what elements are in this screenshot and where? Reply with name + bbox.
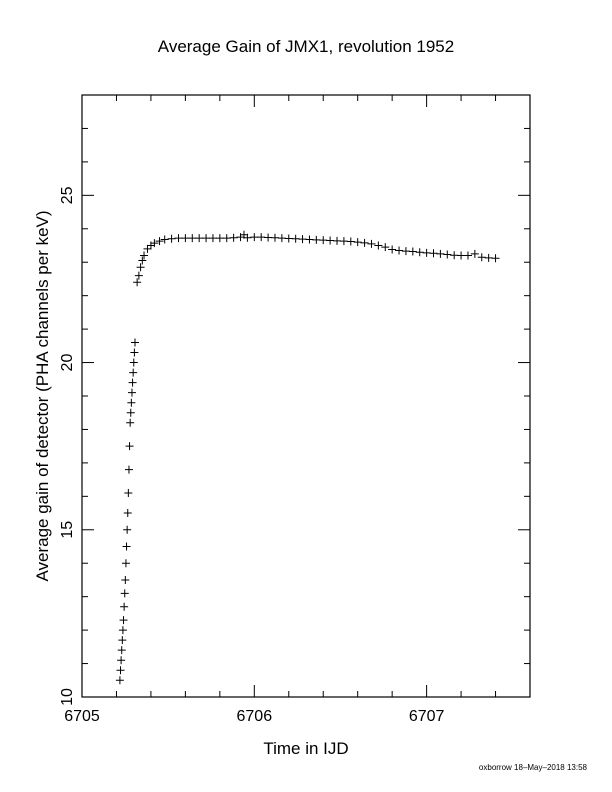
data-point bbox=[127, 398, 136, 407]
data-point bbox=[305, 235, 314, 244]
data-point bbox=[174, 234, 183, 243]
data-point bbox=[117, 646, 126, 655]
data-point bbox=[117, 656, 126, 665]
data-point bbox=[143, 244, 152, 253]
data-point bbox=[477, 253, 486, 262]
data-point bbox=[367, 239, 376, 248]
x-axis-label: Time in IJD bbox=[263, 739, 348, 758]
data-point bbox=[291, 234, 300, 243]
data-point bbox=[121, 559, 130, 568]
data-point bbox=[215, 234, 224, 243]
data-point bbox=[120, 602, 129, 611]
data-point bbox=[381, 243, 390, 252]
data-point bbox=[118, 636, 127, 645]
chart-title: Average Gain of JMX1, revolution 1952 bbox=[158, 37, 454, 56]
data-point bbox=[119, 616, 128, 625]
data-point bbox=[326, 236, 335, 245]
data-point bbox=[120, 589, 129, 598]
y-axis-label: Average gain of detector (PHA channels p… bbox=[33, 210, 52, 581]
data-point bbox=[140, 251, 149, 260]
data-point bbox=[450, 251, 459, 260]
data-point bbox=[123, 525, 132, 534]
data-point bbox=[116, 666, 125, 675]
data-point bbox=[195, 234, 204, 243]
data-point bbox=[401, 247, 410, 256]
data-point bbox=[167, 234, 176, 243]
data-point bbox=[463, 251, 472, 260]
y-tick-label: 20 bbox=[59, 354, 76, 372]
data-point bbox=[130, 348, 139, 357]
data-point bbox=[277, 234, 286, 243]
data-point bbox=[270, 233, 279, 242]
data-point bbox=[123, 509, 132, 518]
data-point bbox=[155, 237, 164, 246]
data-point bbox=[188, 234, 197, 243]
data-point bbox=[130, 338, 139, 347]
data-point bbox=[127, 388, 136, 397]
data-point bbox=[429, 249, 438, 258]
data-point bbox=[484, 253, 493, 262]
data-point bbox=[126, 408, 135, 417]
data-point bbox=[125, 442, 134, 451]
data-point bbox=[115, 676, 124, 685]
data-point bbox=[298, 235, 307, 244]
data-point bbox=[181, 234, 190, 243]
data-point bbox=[395, 246, 404, 255]
y-tick-label: 25 bbox=[59, 186, 76, 204]
data-point bbox=[339, 237, 348, 246]
data-point bbox=[443, 250, 452, 259]
y-tick-label: 10 bbox=[59, 688, 76, 706]
data-point bbox=[374, 241, 383, 250]
data-point bbox=[353, 238, 362, 247]
data-point bbox=[422, 248, 431, 257]
plot-frame bbox=[81, 94, 531, 698]
data-point bbox=[138, 256, 147, 265]
data-point bbox=[118, 626, 127, 635]
footer: oxborrow 18–May–2018 13:58 bbox=[479, 763, 588, 772]
x-tick-label: 6706 bbox=[237, 708, 273, 725]
data-point bbox=[457, 251, 466, 260]
data-point bbox=[408, 247, 417, 256]
data-point bbox=[436, 249, 445, 258]
data-point bbox=[312, 235, 321, 244]
data-point bbox=[134, 271, 143, 280]
data-point bbox=[264, 233, 273, 242]
data-point bbox=[129, 368, 138, 377]
data-point bbox=[133, 278, 142, 287]
data-point bbox=[333, 236, 342, 245]
data-point bbox=[470, 249, 479, 258]
data-point bbox=[388, 245, 397, 254]
data-point bbox=[128, 378, 137, 387]
data-point bbox=[124, 465, 133, 474]
data-point bbox=[415, 248, 424, 257]
data-point bbox=[160, 235, 169, 244]
data-point bbox=[126, 418, 135, 427]
data-point bbox=[319, 236, 328, 245]
data-point bbox=[208, 234, 217, 243]
x-tick-label: 6705 bbox=[64, 708, 100, 725]
data-point bbox=[150, 239, 159, 248]
data-point bbox=[243, 233, 252, 242]
data-point bbox=[136, 263, 145, 272]
data-point bbox=[122, 542, 131, 551]
data-point bbox=[229, 233, 238, 242]
data-point bbox=[346, 237, 355, 246]
data-point bbox=[202, 234, 211, 243]
data-point bbox=[257, 233, 266, 242]
data-point bbox=[124, 488, 133, 497]
y-tick-label: 15 bbox=[59, 521, 76, 539]
x-tick-label: 6707 bbox=[409, 708, 445, 725]
data-point bbox=[222, 234, 231, 243]
data-point bbox=[121, 575, 130, 584]
data-point bbox=[284, 234, 293, 243]
data-point bbox=[250, 233, 259, 242]
data-point bbox=[491, 254, 500, 263]
data-point bbox=[129, 358, 138, 367]
data-point bbox=[360, 238, 369, 247]
